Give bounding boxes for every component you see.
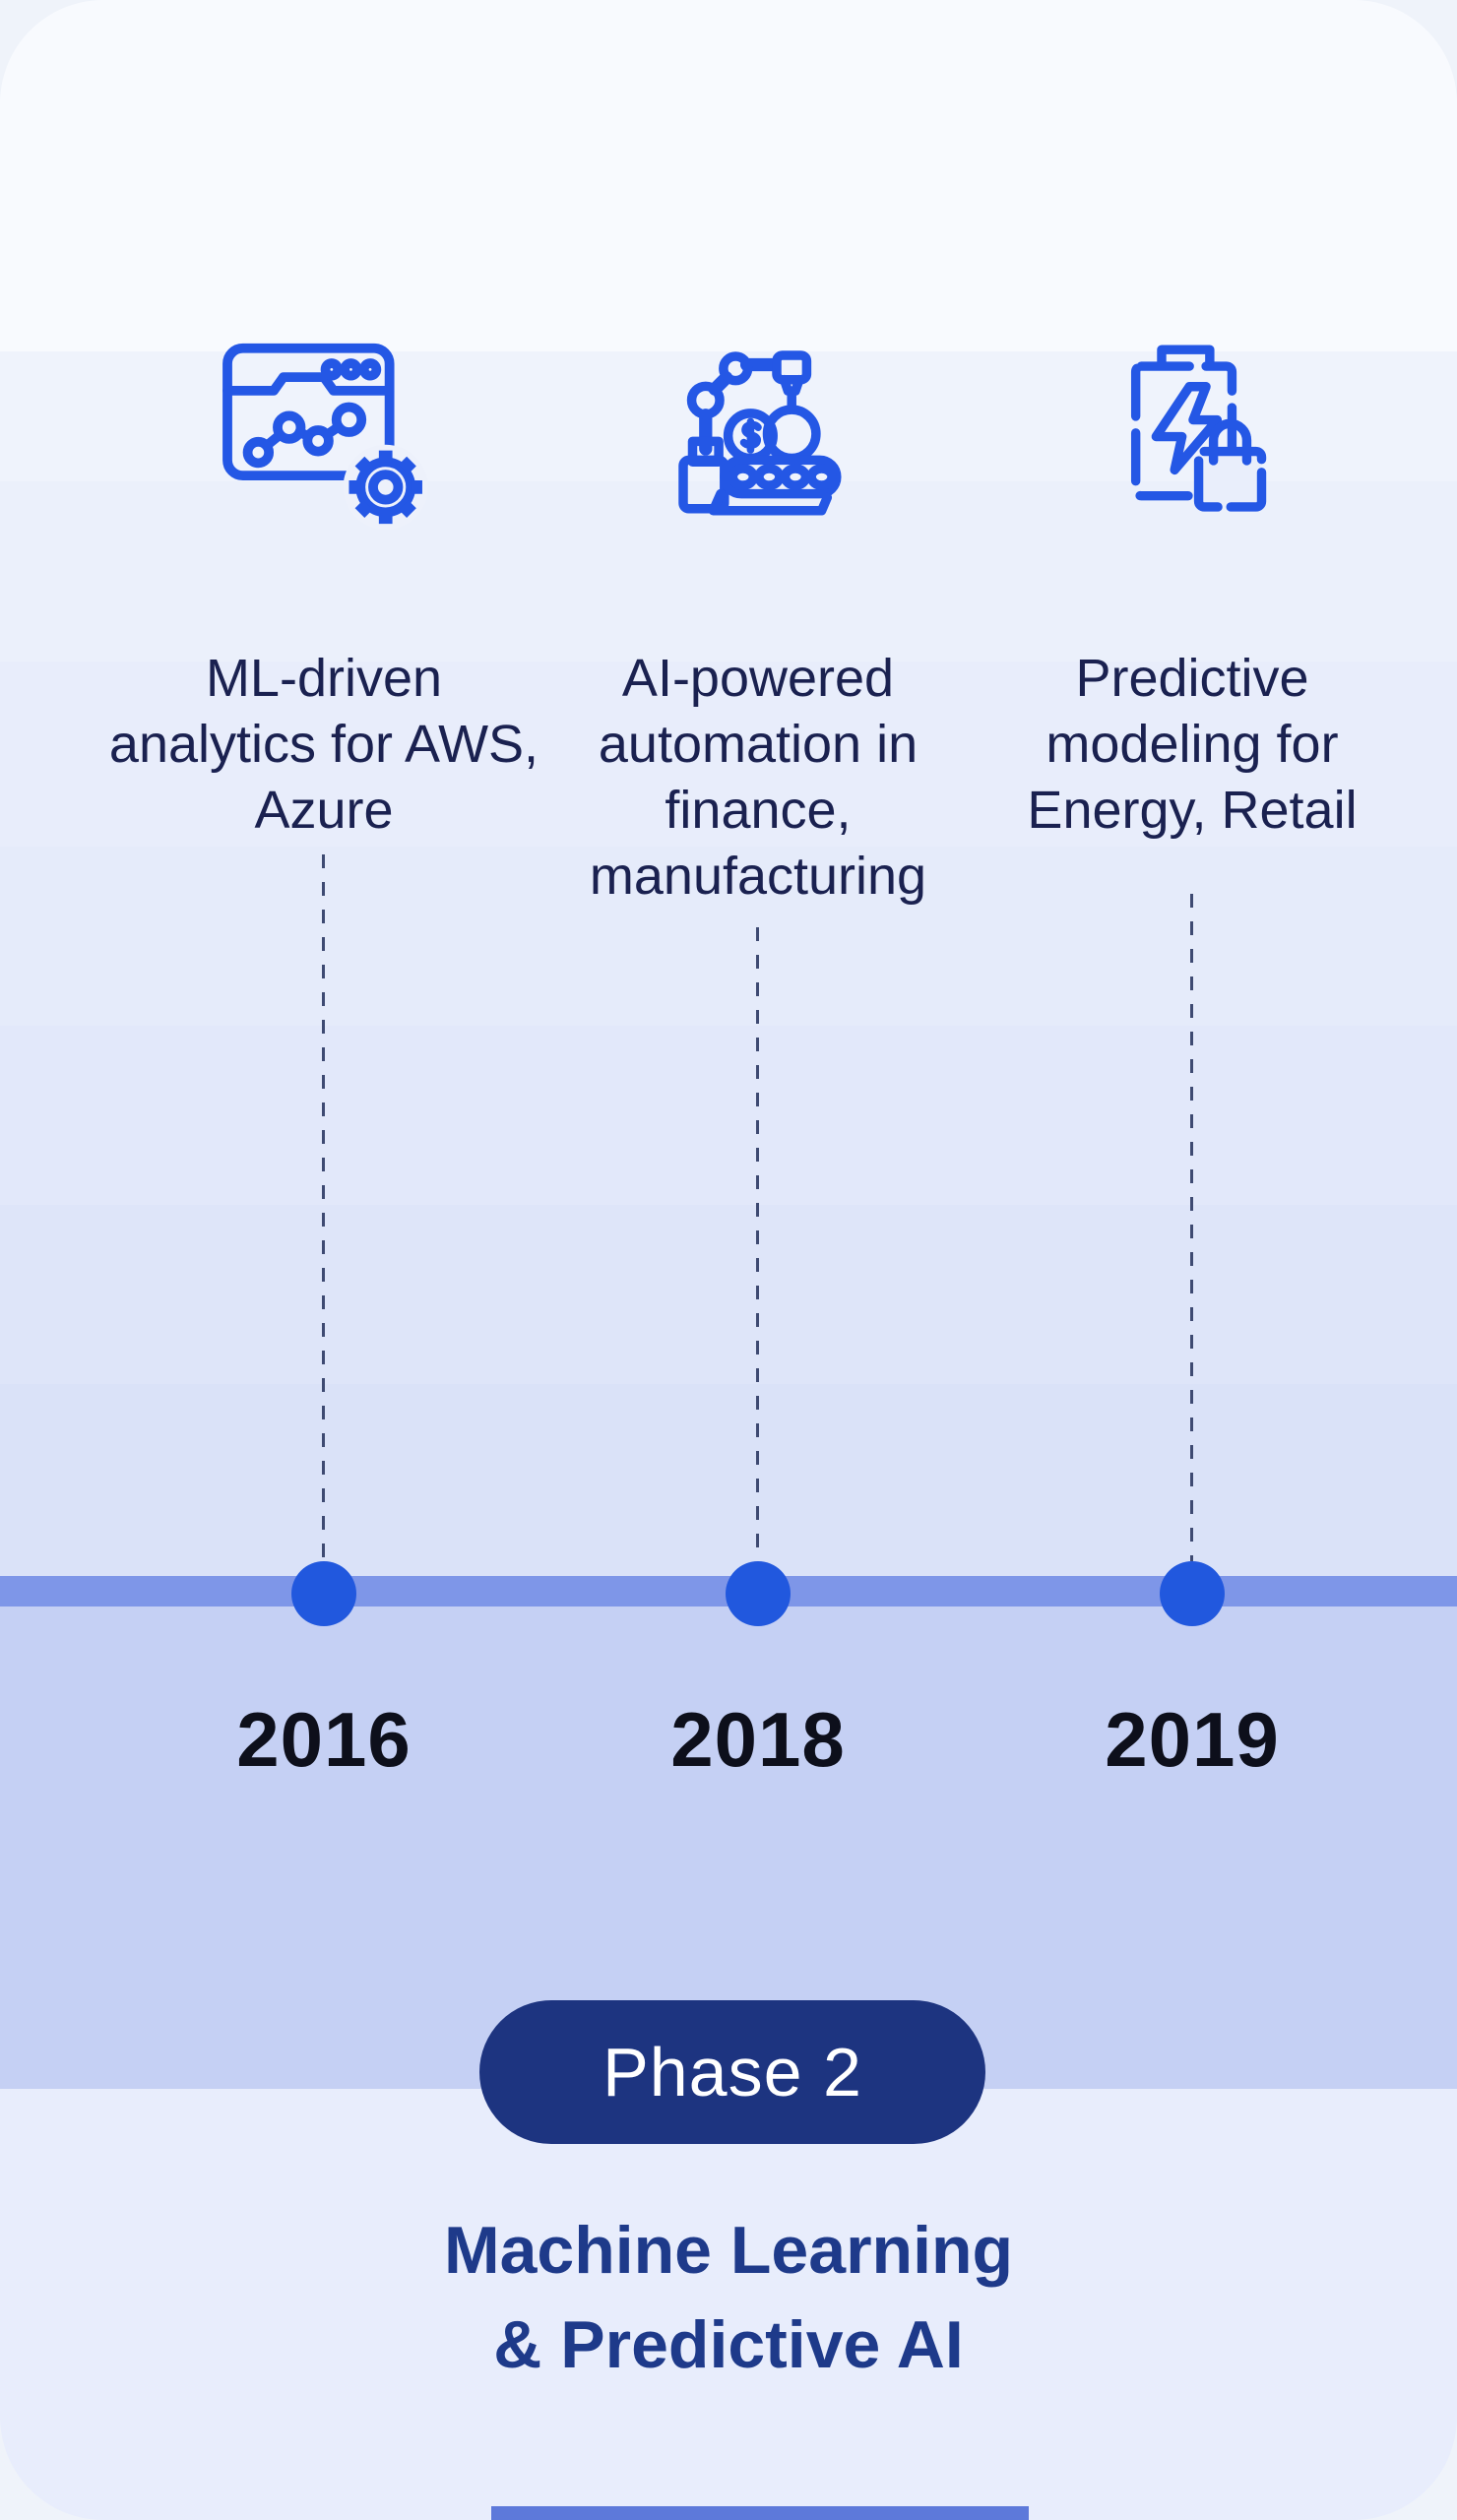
analytics-dashboard-gear-icon [216, 337, 432, 530]
timeline-dot [291, 1561, 356, 1626]
battery-energy-shopping-bag-icon [1113, 337, 1271, 522]
phase-title-line1: Machine Learning [443, 2213, 1014, 2288]
connector-dashed-line [756, 927, 759, 1561]
milestone-2016: ML-driven analytics for AWS, Azure 2016 [93, 0, 555, 2520]
timeline-dot [1160, 1561, 1225, 1626]
milestone-year: 2016 [236, 1696, 412, 1783]
phase-title-line2: & Predictive AI [493, 2307, 964, 2382]
milestone-2019: Predictive modeling for Energy, Retail 2… [961, 0, 1424, 2520]
milestone-description: Predictive modeling for Energy, Retail [1027, 649, 1358, 840]
robotic-arm-conveyor-icon [665, 337, 852, 524]
timeline-dot [726, 1561, 791, 1626]
milestone-year: 2018 [670, 1696, 846, 1783]
milestone-2018: AI-powered automation in finance, manufa… [527, 0, 989, 2520]
milestone-description: AI-powered automation in finance, manufa… [589, 649, 927, 906]
milestone-year: 2019 [1105, 1696, 1280, 1783]
milestone-description: ML-driven analytics for AWS, Azure [108, 649, 539, 840]
next-phase-bar-peek [491, 2506, 1029, 2520]
phase-title: Machine Learning & Predictive AI [0, 2203, 1457, 2392]
phase-badge: Phase 2 [479, 2000, 985, 2144]
connector-dashed-line [1190, 894, 1193, 1561]
connector-dashed-line [322, 854, 325, 1561]
